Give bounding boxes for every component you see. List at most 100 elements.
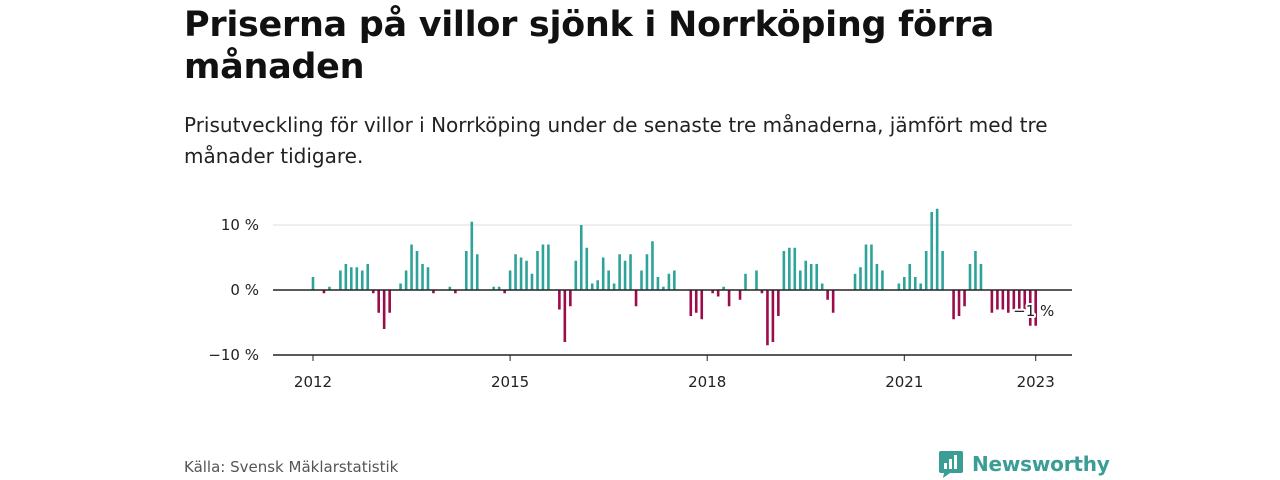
bar [497, 286, 501, 290]
bar [881, 270, 884, 290]
bar [547, 244, 550, 290]
y-tick-label: 0 % [230, 281, 259, 299]
bar [382, 290, 386, 329]
bar [1007, 290, 1010, 313]
bar [1001, 290, 1005, 310]
bar [607, 270, 610, 290]
bar [793, 247, 797, 290]
y-tick-label: −10 % [208, 346, 259, 364]
bar [727, 290, 731, 307]
bar [328, 286, 331, 290]
bar [968, 264, 972, 290]
bar [935, 208, 939, 290]
bar [344, 264, 348, 290]
bar [930, 212, 933, 290]
bar [569, 290, 572, 307]
bar [766, 290, 769, 346]
bar [804, 260, 808, 290]
bar [826, 290, 829, 300]
bar [760, 290, 764, 294]
bar [1034, 290, 1037, 326]
bar [979, 264, 983, 290]
chart-title: Priserna på villor sjönk i Norrköping fö… [184, 5, 995, 87]
bar [941, 251, 944, 290]
bar [464, 251, 468, 290]
bar [350, 267, 353, 290]
bar [525, 260, 528, 290]
bar [711, 290, 714, 294]
bar [919, 283, 923, 290]
bar [432, 290, 435, 294]
bar [377, 290, 380, 313]
bar [738, 290, 742, 300]
x-tick-label: 2015 [491, 373, 529, 391]
bar [673, 270, 676, 290]
bar [311, 277, 315, 290]
last-value-label: −1 % [1013, 302, 1054, 320]
bar [859, 267, 862, 290]
bar [656, 277, 660, 290]
x-tick-label: 2012 [294, 373, 332, 391]
bar [924, 251, 928, 290]
bar [558, 290, 561, 310]
bar [623, 260, 627, 290]
bar [875, 264, 879, 290]
bar [596, 280, 599, 290]
bar [1023, 290, 1027, 310]
bar [820, 283, 824, 290]
bar [541, 244, 545, 290]
bar [475, 254, 479, 290]
bar [755, 270, 758, 290]
bar [831, 290, 835, 313]
bar [694, 290, 698, 313]
y-tick-label: 10 % [221, 216, 259, 234]
bar [689, 290, 693, 316]
bar [716, 290, 720, 297]
bar [339, 270, 342, 290]
bar [640, 270, 643, 290]
bar [815, 264, 819, 290]
bar [634, 290, 638, 307]
bar [1017, 290, 1021, 310]
bar [360, 270, 364, 290]
bar [771, 290, 775, 342]
bar [371, 290, 375, 294]
bar [963, 290, 966, 307]
bar [448, 286, 452, 290]
bar [404, 270, 408, 290]
bar [503, 290, 506, 294]
bar [722, 286, 725, 290]
bar [864, 244, 868, 290]
bar [355, 267, 359, 290]
bar [974, 251, 977, 290]
bar [399, 283, 402, 290]
bar [897, 283, 901, 290]
bar [514, 254, 517, 290]
bar [415, 251, 419, 290]
bar [574, 260, 578, 290]
bar [366, 264, 370, 290]
bar [651, 241, 654, 290]
bar [700, 290, 704, 320]
bar [799, 270, 802, 290]
bar [809, 264, 813, 290]
x-tick-label: 2023 [1017, 373, 1055, 391]
newsworthy-logo-icon [939, 451, 963, 478]
bar [1028, 290, 1032, 326]
bar [903, 277, 906, 290]
bar [470, 221, 474, 290]
bar [426, 267, 430, 290]
chart-subtitle: Prisutveckling för villor i Norrköping u… [184, 113, 1048, 168]
bar [536, 251, 539, 290]
brand-logo: Newsworthy [938, 450, 1110, 478]
bar [957, 290, 961, 316]
bar [590, 283, 594, 290]
bar [421, 264, 424, 290]
bar [492, 286, 495, 290]
bar [579, 225, 583, 290]
x-tick-label: 2021 [885, 373, 923, 391]
brand-name: Newsworthy [972, 452, 1110, 476]
bar [618, 254, 621, 290]
bar [585, 247, 589, 290]
bar [645, 254, 649, 290]
